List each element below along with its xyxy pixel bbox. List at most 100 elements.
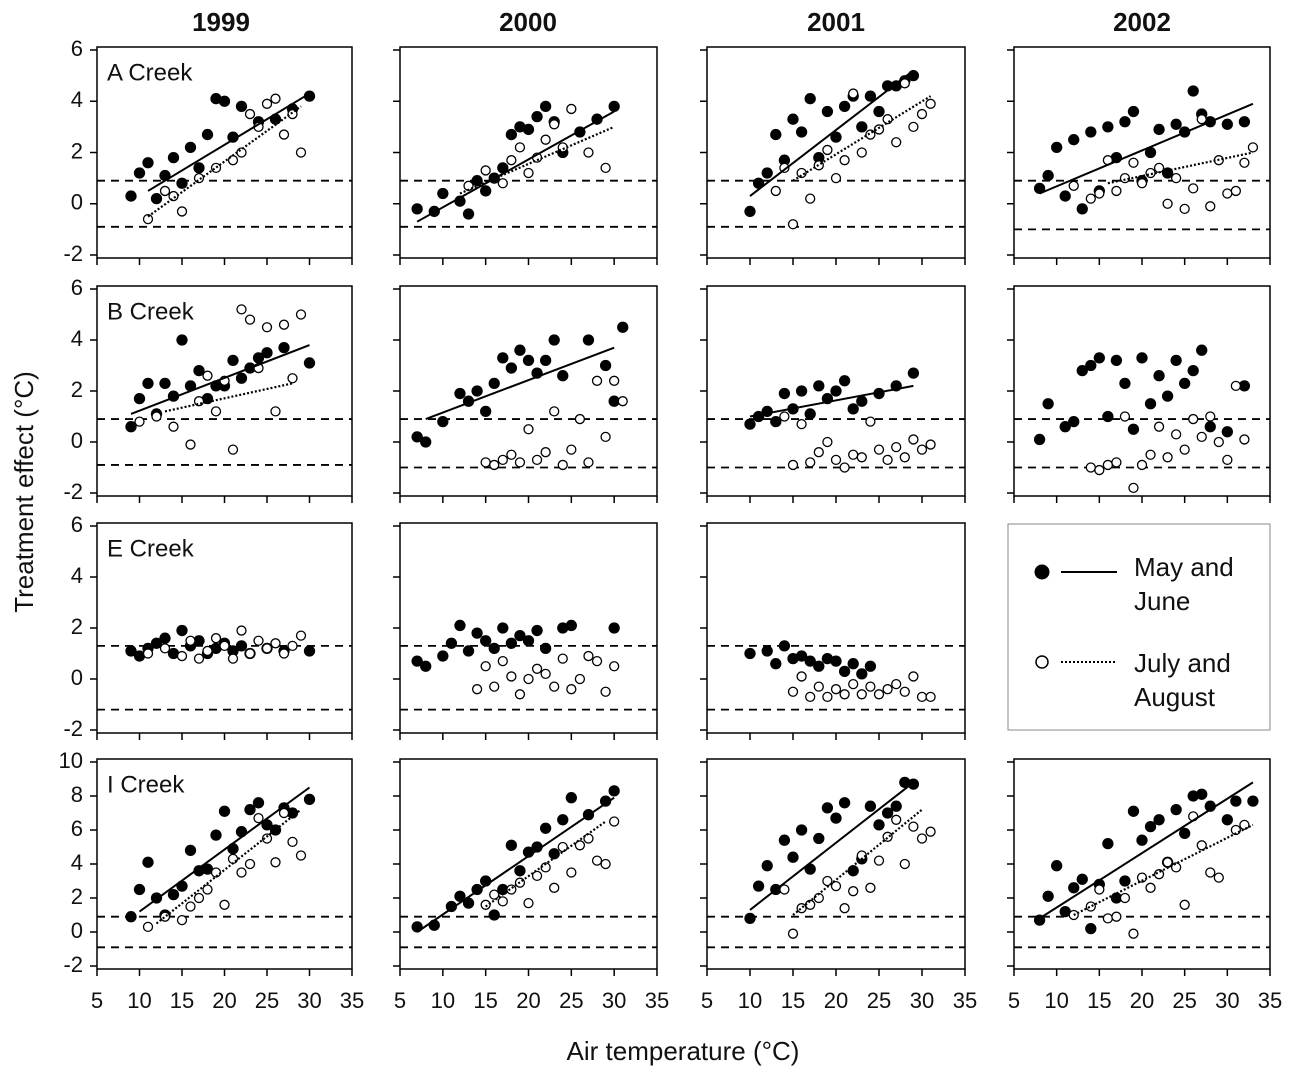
point — [445, 900, 458, 913]
fit-line — [416, 796, 615, 933]
point — [270, 406, 281, 417]
point — [795, 126, 808, 138]
point — [761, 167, 773, 179]
point — [813, 160, 824, 171]
point — [574, 673, 586, 685]
point — [839, 155, 850, 166]
point — [150, 637, 163, 649]
point — [609, 661, 620, 672]
point — [865, 129, 876, 140]
point — [566, 103, 577, 115]
point — [1153, 421, 1165, 432]
point — [1111, 185, 1122, 197]
point — [497, 178, 508, 189]
point — [882, 684, 893, 695]
fit-line — [485, 820, 607, 908]
legend-marker — [1035, 655, 1049, 669]
point — [778, 834, 791, 846]
point — [159, 185, 171, 197]
y-tick-label: 8 — [71, 782, 83, 807]
point — [864, 660, 877, 672]
point — [218, 95, 231, 107]
point — [864, 90, 877, 102]
point — [125, 421, 137, 433]
point — [253, 812, 264, 824]
point — [565, 792, 577, 804]
point — [1102, 913, 1114, 924]
point — [480, 899, 491, 910]
point — [1119, 172, 1131, 184]
y-tick-label: -2 — [63, 952, 83, 977]
point — [565, 619, 577, 632]
point — [193, 892, 205, 904]
point — [591, 375, 603, 386]
point — [839, 462, 850, 473]
point — [1238, 116, 1251, 128]
point — [830, 812, 842, 824]
point — [287, 373, 298, 384]
point — [899, 452, 910, 463]
point — [1179, 203, 1190, 215]
point — [770, 128, 782, 141]
point — [1119, 875, 1131, 887]
point — [813, 380, 825, 392]
point — [813, 447, 824, 458]
point — [925, 439, 936, 450]
point — [497, 454, 508, 466]
point — [445, 637, 458, 649]
point — [574, 840, 586, 851]
point — [830, 131, 842, 143]
point — [506, 155, 517, 166]
point — [795, 824, 808, 836]
point — [295, 309, 307, 320]
point — [193, 653, 205, 664]
point — [497, 896, 508, 907]
point — [557, 653, 568, 664]
x-tick-label: 30 — [1215, 988, 1239, 1013]
point — [514, 689, 526, 700]
point — [210, 829, 222, 841]
point — [184, 141, 197, 154]
point — [1221, 426, 1233, 438]
point — [779, 411, 790, 422]
point — [244, 803, 256, 816]
point — [566, 867, 577, 878]
point — [1162, 452, 1173, 463]
point — [1068, 882, 1080, 894]
point — [908, 121, 919, 133]
point — [882, 114, 893, 125]
point — [497, 352, 509, 364]
point — [303, 645, 316, 657]
point — [907, 367, 920, 379]
point — [252, 797, 265, 809]
point — [480, 185, 492, 197]
fit-line — [749, 69, 915, 197]
point — [505, 362, 518, 374]
point — [506, 449, 517, 460]
point — [261, 819, 273, 831]
point — [813, 681, 824, 692]
point — [617, 396, 628, 407]
point — [193, 364, 205, 377]
x-tick-label: 10 — [127, 988, 151, 1013]
point — [1179, 827, 1191, 840]
point — [830, 172, 842, 184]
x-tick-label: 25 — [559, 988, 583, 1013]
point — [202, 884, 213, 895]
point — [778, 387, 791, 400]
point — [865, 416, 876, 427]
point — [236, 625, 247, 636]
point — [1051, 860, 1063, 872]
point — [1239, 157, 1250, 168]
point — [761, 860, 773, 872]
point — [848, 886, 859, 897]
point — [899, 78, 910, 89]
point — [488, 377, 500, 390]
point — [549, 681, 560, 692]
point — [184, 844, 197, 857]
point — [1222, 454, 1233, 466]
point — [908, 821, 919, 832]
point — [1111, 457, 1122, 468]
point — [1204, 421, 1216, 433]
x-tick-label: 5 — [394, 988, 406, 1013]
